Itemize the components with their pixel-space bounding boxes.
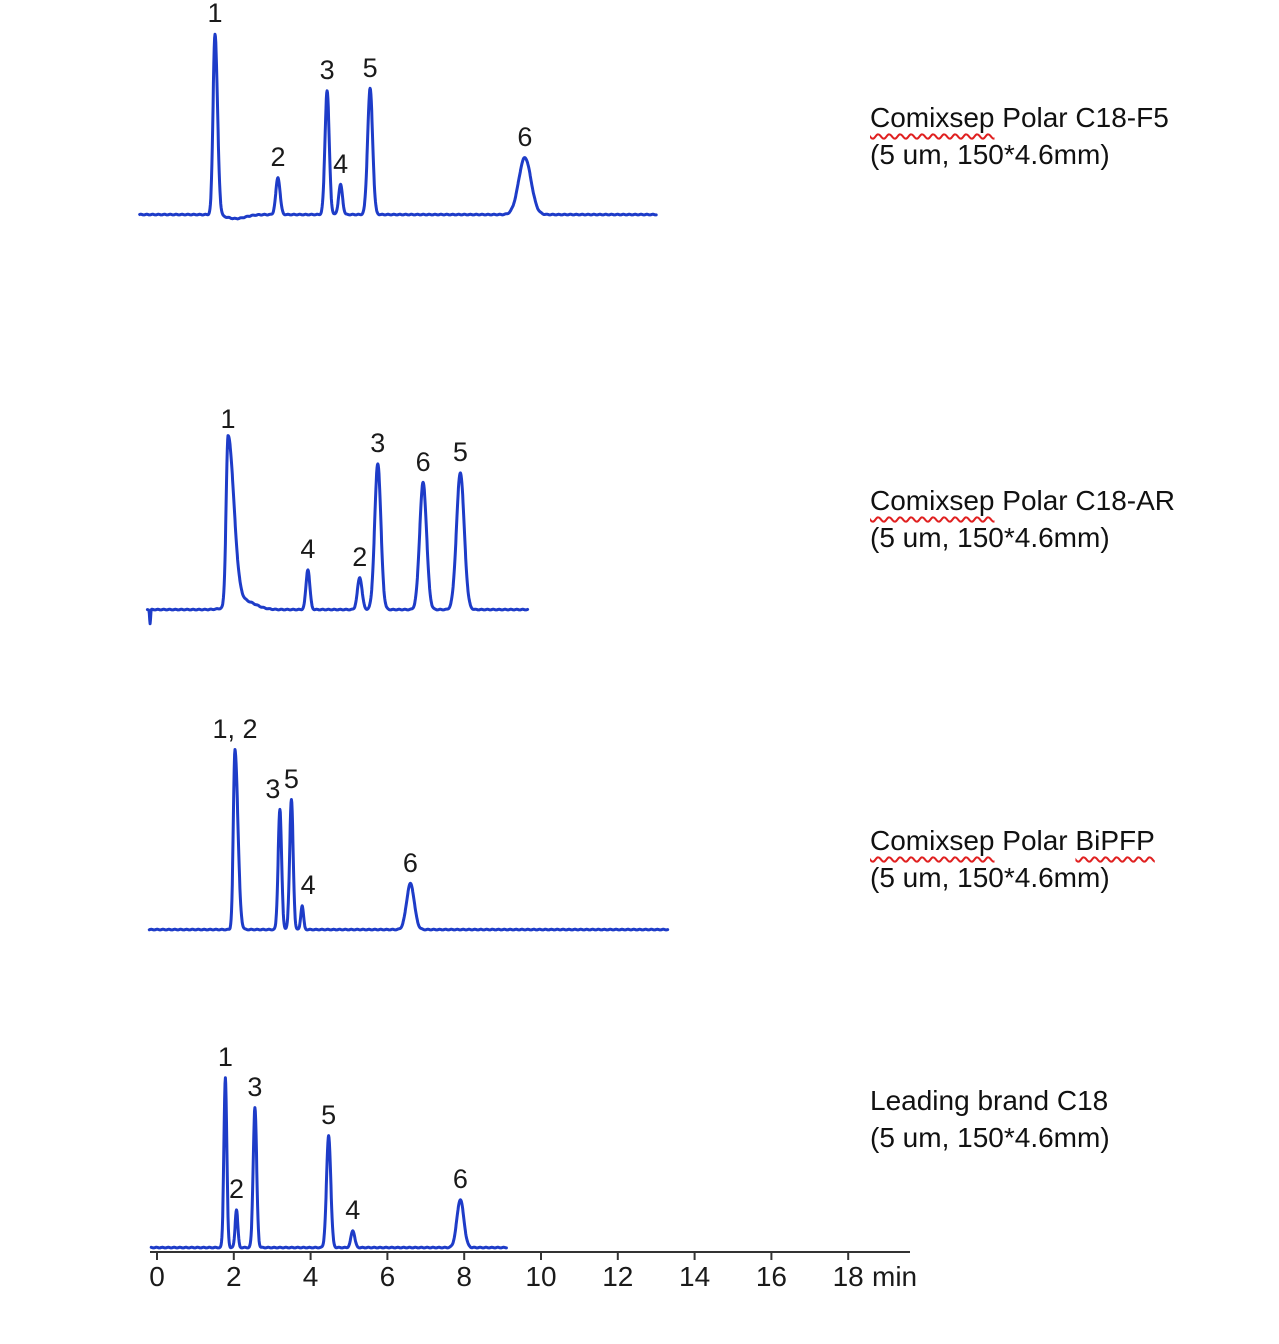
peak-label: 5 <box>363 53 378 83</box>
chromatogram-trace-bipfp: 1, 2 3 5 4 6 <box>147 714 670 932</box>
axis-tick-label: 12 <box>602 1261 633 1292</box>
column-dimensions: (5 um, 150*4.6mm) <box>870 139 1110 170</box>
peak-label: 3 <box>370 428 385 458</box>
trace-path <box>138 32 658 221</box>
axis-tick-label: 8 <box>456 1261 472 1292</box>
peak-label: 2 <box>352 542 367 572</box>
column-dimensions: (5 um, 150*4.6mm) <box>870 522 1110 553</box>
peak-label: 6 <box>403 848 418 878</box>
peak-label: 5 <box>321 1100 336 1130</box>
peak-label: 2 <box>229 1174 244 1204</box>
peak-label: 3 <box>265 774 280 804</box>
peak-label: 1 <box>207 0 222 28</box>
axis-unit-label: min <box>872 1261 917 1292</box>
axis-tick-label: 6 <box>380 1261 396 1292</box>
column-name-word: Polar <box>1002 102 1068 133</box>
axis-tick-label: 4 <box>303 1261 319 1292</box>
peak-label: 4 <box>300 534 315 564</box>
column-name-word: Comixsep <box>870 485 995 516</box>
column-dimensions: (5 um, 150*4.6mm) <box>870 862 1110 893</box>
column-name-word: Comixsep <box>870 825 995 856</box>
column-name: Comixsep Polar C18-F5 <box>870 99 1169 136</box>
peak-label: 4 <box>301 870 316 900</box>
peak-label: 4 <box>333 149 348 179</box>
column-name-word: brand <box>977 1085 1050 1116</box>
column-label-leading-c18: Leading brand C18 (5 um, 150*4.6mm) <box>870 1082 1110 1156</box>
trace-path <box>149 1076 508 1250</box>
axis-tick-label: 18 <box>833 1261 864 1292</box>
column-label-c18-ar: Comixsep Polar C18-AR (5 um, 150*4.6mm) <box>870 482 1175 556</box>
time-axis: 0 2 4 6 8 10 12 14 16 18 min <box>149 1251 917 1292</box>
column-name: Comixsep Polar C18-AR <box>870 482 1175 519</box>
column-label-bipfp: Comixsep Polar BiPFP (5 um, 150*4.6mm) <box>870 822 1155 896</box>
column-name-word: C18-AR <box>1075 485 1176 516</box>
column-name-word: Leading <box>870 1085 970 1116</box>
peak-label: 3 <box>320 55 335 85</box>
column-name-word: Polar <box>1002 825 1068 856</box>
chromatogram-trace-c18-ar: 1 4 2 3 6 5 <box>145 404 530 626</box>
column-name-word: BiPFP <box>1075 825 1155 856</box>
peak-label: 1 <box>220 404 235 434</box>
chromatogram-trace-c18-f5: 1 2 3 4 5 6 <box>138 0 658 221</box>
peak-label: 6 <box>416 447 431 477</box>
axis-tick-label: 14 <box>679 1261 710 1292</box>
peak-label: 1, 2 <box>212 714 257 744</box>
column-label-c18-f5: Comixsep Polar C18-F5 (5 um, 150*4.6mm) <box>870 99 1169 173</box>
peak-label: 3 <box>247 1072 262 1102</box>
axis-tick-label: 16 <box>756 1261 787 1292</box>
trace-path <box>147 748 670 932</box>
column-name-word: Polar <box>1002 485 1068 516</box>
peak-label: 4 <box>345 1195 360 1225</box>
peak-label: 1 <box>218 1042 233 1072</box>
column-dimensions: (5 um, 150*4.6mm) <box>870 1122 1110 1153</box>
peak-label: 5 <box>453 437 468 467</box>
peak-label: 6 <box>453 1164 468 1194</box>
axis-tick-label: 0 <box>149 1261 165 1292</box>
chromatogram-trace-leading-c18: 1 2 3 5 4 6 <box>149 1042 508 1250</box>
peak-label: 2 <box>270 142 285 172</box>
peak-label: 6 <box>517 122 532 152</box>
axis-tick-label: 2 <box>226 1261 242 1292</box>
column-name: Comixsep Polar BiPFP <box>870 822 1155 859</box>
column-name-word: C18 <box>1056 1085 1109 1116</box>
column-name: Leading brand C18 <box>870 1082 1110 1119</box>
peak-label: 5 <box>284 764 299 794</box>
trace-path <box>145 434 530 626</box>
axis-tick-label: 10 <box>525 1261 556 1292</box>
column-name-word: Comixsep <box>870 102 995 133</box>
column-name-word: C18-F5 <box>1075 102 1169 133</box>
